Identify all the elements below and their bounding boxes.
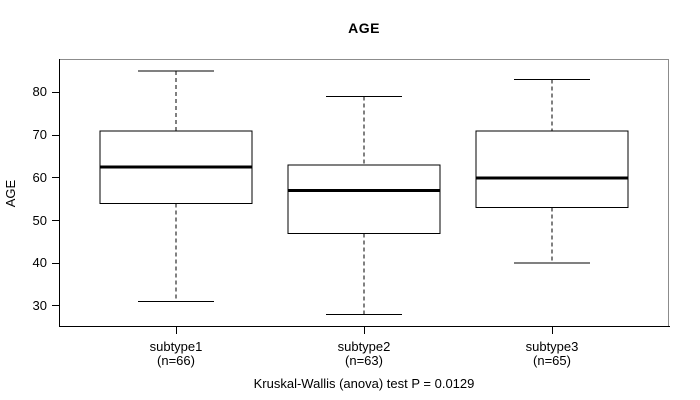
group-label: subtype3 (n=65) bbox=[482, 340, 622, 368]
group-label: subtype2 (n=63) bbox=[294, 340, 434, 368]
y-tick-mark bbox=[52, 220, 59, 222]
group-n: (n=63) bbox=[345, 353, 383, 368]
y-tick-label: 80 bbox=[32, 84, 47, 100]
y-tick-mark bbox=[52, 262, 59, 264]
group-label: subtype1 (n=66) bbox=[106, 340, 246, 368]
group-name: subtype3 bbox=[525, 339, 579, 354]
group-n: (n=66) bbox=[157, 353, 195, 368]
y-tick-label: 40 bbox=[32, 255, 47, 271]
y-axis-line bbox=[59, 59, 60, 327]
stats-caption: Kruskal-Wallis (anova) test P = 0.0129 bbox=[253, 376, 475, 391]
y-tick-mark bbox=[52, 134, 59, 136]
y-axis-title: AGE bbox=[3, 179, 19, 207]
x-tick-mark bbox=[551, 327, 553, 334]
y-tick-mark bbox=[52, 91, 59, 93]
y-tick-mark bbox=[52, 305, 59, 307]
chart-title: AGE bbox=[348, 20, 380, 36]
box-rect bbox=[287, 164, 441, 234]
y-tick-label: 50 bbox=[32, 212, 47, 228]
group-name: subtype1 bbox=[149, 339, 203, 354]
x-tick-mark bbox=[363, 327, 365, 334]
plot-area bbox=[59, 59, 669, 327]
x-tick-mark bbox=[175, 327, 177, 334]
y-tick-label: 60 bbox=[32, 169, 47, 185]
box-rect bbox=[475, 130, 629, 209]
boxplot-canvas bbox=[99, 70, 629, 315]
group-name: subtype2 bbox=[337, 339, 391, 354]
y-tick-label: 70 bbox=[32, 127, 47, 143]
y-tick-label: 30 bbox=[32, 297, 47, 313]
x-axis-line bbox=[59, 326, 670, 327]
y-tick-mark bbox=[52, 177, 59, 179]
group-n: (n=65) bbox=[533, 353, 571, 368]
